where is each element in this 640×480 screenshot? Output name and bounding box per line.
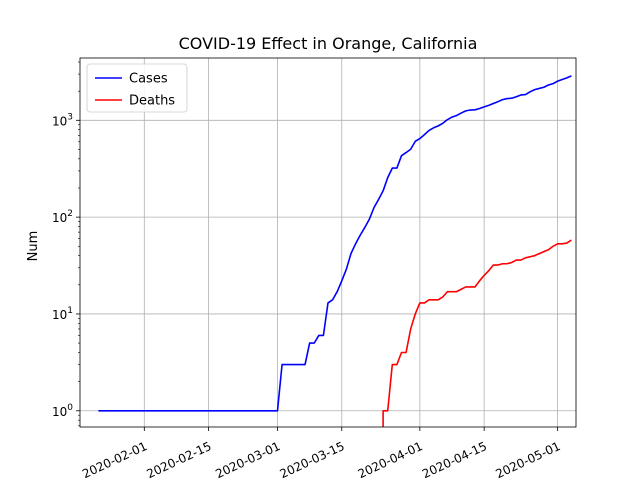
chart-title: COVID-19 Effect in Orange, California [179,34,478,53]
x-tick-label: 2020-05-01 [493,439,562,480]
x-tick-label: 2020-02-01 [80,439,149,480]
y-tick-label: 102 [52,209,73,225]
y-tick-label: 103 [52,112,73,128]
x-tick-label: 2020-02-15 [144,439,213,480]
x-tick-label: 2020-03-01 [213,439,282,480]
legend: Cases Deaths [86,63,188,113]
x-tick-label: 2020-04-01 [356,439,425,480]
plot-frame [79,57,577,428]
legend-label-cases: Cases [129,72,168,87]
y-tick-label: 100 [52,403,73,419]
frame-layer [79,57,577,428]
y-tick-label: 101 [52,306,73,322]
series-line-cases [98,75,572,412]
y-axis-label: Num [26,231,41,262]
x-tick-label: 2020-04-15 [420,439,489,480]
x-tick-label: 2020-03-15 [278,439,347,480]
legend-label-deaths: Deaths [129,94,175,109]
plot-layer [98,75,572,427]
series-line-deaths [382,239,572,427]
grid-layer [80,58,576,427]
